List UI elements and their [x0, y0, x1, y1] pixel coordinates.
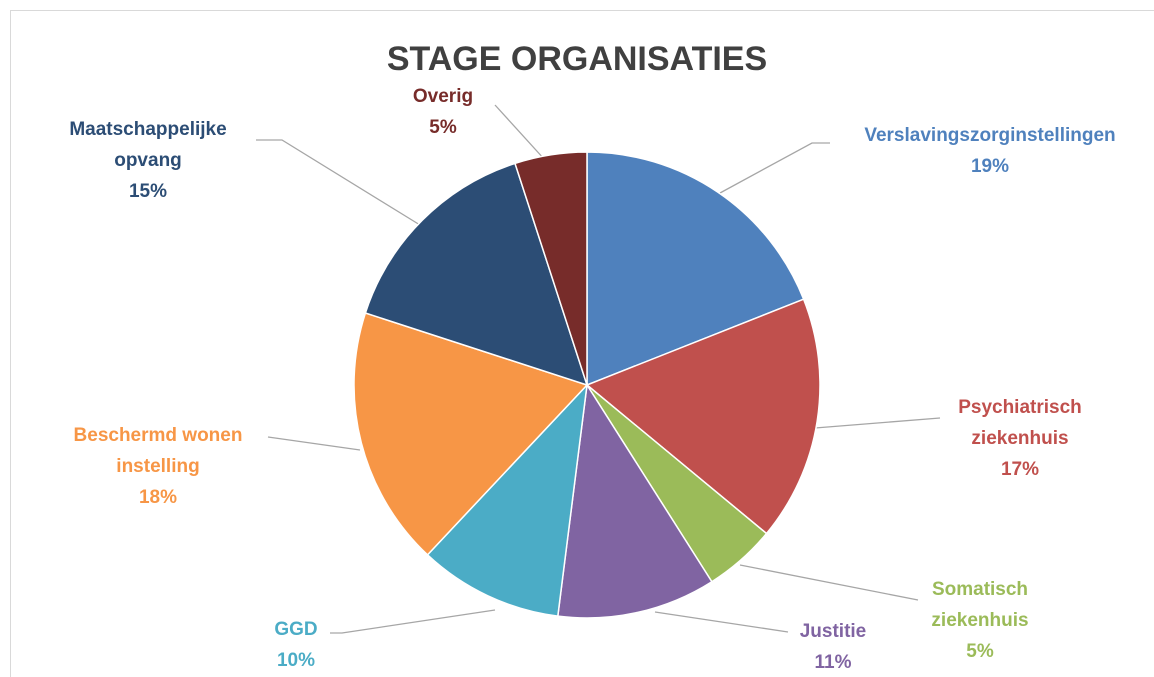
leader-line [494, 104, 546, 161]
percent-label: 17% [1000, 459, 1040, 480]
percent-label: 5% [429, 117, 457, 138]
chart-title: STAGE ORGANISATIES [386, 40, 768, 78]
percent-label: 19% [970, 156, 1010, 177]
category-label: Somatisch ziekenhuis [931, 579, 1029, 631]
pie-slice [353, 312, 589, 556]
category-label: Maatschappelijke opvang [69, 119, 227, 171]
leader-line [256, 139, 421, 226]
data-label: Psychiatrisch ziekenhuis 17% [940, 392, 1100, 485]
data-label: Maatschappelijke opvang 15% [48, 114, 248, 207]
pie [353, 151, 821, 619]
category-label: Justitie [799, 621, 867, 642]
category-label: Beschermd wonen instelling [73, 425, 243, 477]
leader-line [739, 564, 919, 601]
data-label: Somatisch ziekenhuis 5% [915, 574, 1045, 667]
category-label: GGD [274, 619, 318, 640]
category-label: Overig [412, 86, 474, 107]
pie-slice [556, 382, 713, 619]
leader-line [814, 417, 941, 429]
data-label: Justitie 11% [783, 616, 883, 677]
category-label: Verslavingszorginstellingen [864, 125, 1116, 146]
percent-label: 5% [966, 641, 994, 662]
data-label: Overig 5% [393, 81, 493, 143]
percent-label: 15% [128, 181, 168, 202]
percent-label: 10% [276, 650, 316, 671]
data-label: Verslavingszorginstellingen 19% [820, 120, 1154, 182]
pie-slice [585, 298, 821, 535]
data-label: Beschermd wonen instelling 18% [48, 420, 268, 513]
percent-label: 18% [138, 487, 178, 508]
leader-line [719, 142, 830, 194]
chart-border [10, 10, 1154, 677]
leader-line [267, 436, 361, 451]
leader-line [330, 609, 496, 634]
category-label: Psychiatrisch ziekenhuis [958, 397, 1082, 449]
data-label: GGD 10% [256, 614, 336, 676]
pie-slice [364, 162, 589, 387]
leader-line [654, 611, 789, 633]
percent-label: 11% [814, 652, 852, 673]
pie-slice [514, 151, 588, 386]
pie-slice [586, 151, 805, 387]
pie-slice [426, 382, 589, 618]
